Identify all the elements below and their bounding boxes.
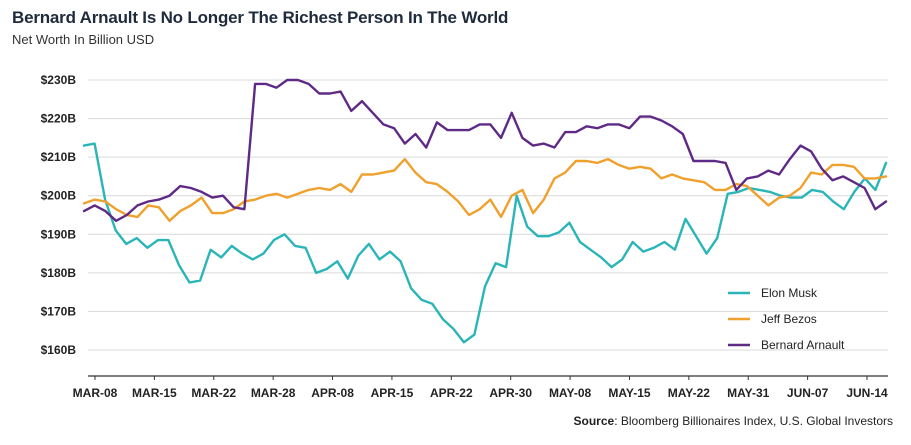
chart-subtitle: Net Worth In Billion USD (12, 32, 155, 47)
x-tick-label: MAR-08 (73, 386, 118, 400)
x-axis (88, 375, 888, 380)
chart-title: Bernard Arnault Is No Longer The Richest… (12, 8, 509, 27)
series-lines (82, 78, 888, 344)
y-tick-label: $220B (41, 112, 77, 126)
x-tick-label: JUN-14 (846, 386, 888, 400)
x-tick-label: APR-22 (430, 386, 473, 400)
x-tick-label: MAY-22 (668, 386, 711, 400)
source-text: : Bloomberg Billionaires Index, U.S. Glo… (614, 414, 893, 428)
series-line-bernard-arnault (82, 78, 888, 223)
x-axis-labels: MAR-08 MAR-15 MAR-22 MAR-28 APR-08 APR-15 APR-… (73, 386, 888, 400)
x-tick-label: MAR-22 (191, 386, 236, 400)
y-tick-label: $230B (41, 73, 77, 87)
x-tick-label: APR-30 (489, 386, 532, 400)
y-tick-label: $160B (41, 343, 77, 357)
series-line-elon-musk (82, 142, 888, 344)
gridlines (88, 79, 888, 351)
legend-label: Jeff Bezos (761, 312, 817, 326)
source-label: Source (573, 414, 615, 428)
source-note: Source: Bloomberg Billionaires Index, U.… (574, 414, 893, 428)
y-tick-label: $180B (41, 266, 77, 280)
x-tick-label: MAY-08 (549, 386, 592, 400)
x-tick-label: MAR-15 (132, 386, 177, 400)
y-tick-label: $170B (41, 304, 77, 318)
y-tick-label: $190B (41, 227, 77, 241)
legend: Elon Musk Jeff Bezos Bernard Arnault (728, 286, 845, 352)
legend-label: Bernard Arnault (761, 338, 845, 352)
x-tick-label: JUN-07 (787, 386, 829, 400)
series-line-jeff-bezos (82, 157, 888, 223)
x-tick-label: MAY-31 (727, 386, 770, 400)
legend-label: Elon Musk (761, 286, 818, 300)
y-tick-label: $200B (41, 189, 77, 203)
y-tick-label: $210B (41, 150, 77, 164)
x-tick-label: MAY-15 (608, 386, 651, 400)
y-axis-labels: $160B $170B $180B $190B $200B $210B $220B $230B (41, 73, 77, 357)
x-tick-label: MAR-28 (251, 386, 296, 400)
x-tick-label: APR-15 (371, 386, 414, 400)
x-tick-label: APR-08 (311, 386, 354, 400)
